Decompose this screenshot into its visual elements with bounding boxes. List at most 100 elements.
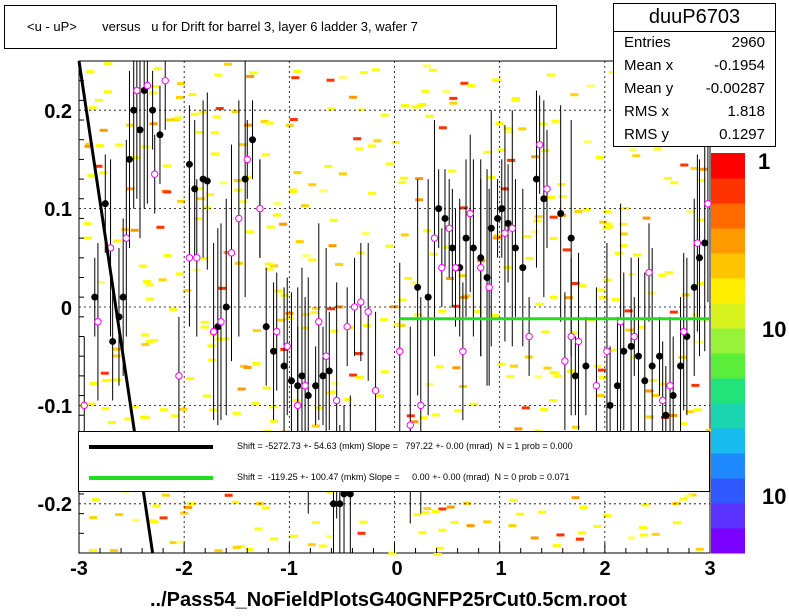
density-cell xyxy=(691,383,700,387)
density-cell xyxy=(96,280,105,284)
data-point-filled xyxy=(669,392,677,400)
density-cell xyxy=(605,225,614,229)
density-cell xyxy=(208,358,217,362)
density-cell xyxy=(274,289,283,293)
density-cell xyxy=(138,264,147,268)
density-cell xyxy=(335,262,344,266)
density-cell xyxy=(462,294,471,298)
density-cell xyxy=(183,289,192,293)
density-cell xyxy=(449,101,458,105)
density-cell xyxy=(232,411,241,415)
palette-cell xyxy=(711,378,745,404)
x-tick-label: -2 xyxy=(175,558,193,580)
density-cell xyxy=(244,123,253,127)
density-cell xyxy=(338,75,347,79)
density-cell xyxy=(599,296,608,300)
density-cell xyxy=(512,96,521,100)
data-point-filled xyxy=(336,500,344,508)
density-cell xyxy=(679,422,688,426)
density-cell xyxy=(534,375,543,379)
density-cell xyxy=(99,171,108,175)
data-point-filled xyxy=(567,234,575,242)
density-cell xyxy=(159,516,168,520)
density-cell xyxy=(571,496,580,500)
density-cell xyxy=(575,537,584,541)
data-point-open xyxy=(658,396,667,405)
density-cell xyxy=(516,512,525,516)
density-cell xyxy=(651,532,660,536)
density-cell xyxy=(414,313,423,317)
data-point-open xyxy=(294,401,302,410)
density-cell xyxy=(491,313,500,317)
density-cell xyxy=(537,510,546,514)
stats-key: RMS x xyxy=(624,103,669,120)
density-cell xyxy=(705,428,714,432)
y-tick-label: -0.1 xyxy=(37,396,72,418)
density-cell xyxy=(438,126,447,130)
density-cell xyxy=(239,143,248,147)
stats-value: 0.1297 xyxy=(719,126,765,143)
density-cell xyxy=(130,228,139,232)
data-point-open xyxy=(451,263,460,272)
density-cell xyxy=(269,419,278,423)
density-cell xyxy=(184,505,193,509)
density-cell xyxy=(132,518,141,522)
density-cell xyxy=(523,235,532,239)
density-cell xyxy=(262,386,271,390)
density-cell xyxy=(418,102,427,106)
density-cell xyxy=(177,199,186,203)
data-point-open xyxy=(630,332,638,341)
density-cell xyxy=(324,165,333,169)
density-cell xyxy=(503,126,512,130)
density-cell xyxy=(265,267,274,271)
density-cell xyxy=(578,284,587,288)
data-point-filled xyxy=(441,214,449,222)
density-cell xyxy=(210,131,219,135)
density-cell xyxy=(443,245,452,249)
density-cell xyxy=(169,541,178,545)
data-point-filled xyxy=(620,347,628,355)
density-cell xyxy=(174,116,183,120)
data-point-filled xyxy=(571,372,579,380)
density-cell xyxy=(291,76,300,80)
density-cell xyxy=(269,537,278,541)
density-cell xyxy=(131,156,140,160)
density-cell xyxy=(362,324,371,328)
density-cell xyxy=(347,325,356,329)
density-cell xyxy=(357,108,366,112)
data-point-open xyxy=(525,332,533,341)
x-tick-label: 1 xyxy=(495,558,507,580)
density-cell xyxy=(270,264,279,268)
density-cell xyxy=(223,62,232,66)
density-cell xyxy=(686,210,695,214)
density-cell xyxy=(541,330,550,334)
density-cell xyxy=(194,187,203,191)
data-point-filled xyxy=(91,293,99,301)
data-point-open xyxy=(350,303,359,311)
density-cell xyxy=(460,295,469,299)
density-cell xyxy=(474,310,483,314)
density-cell xyxy=(285,316,294,320)
density-cell xyxy=(664,271,673,275)
data-point-filled xyxy=(634,352,642,360)
density-cell xyxy=(645,389,654,393)
density-cell xyxy=(254,527,263,531)
data-point-open xyxy=(704,199,712,208)
data-point-filled xyxy=(557,210,565,218)
density-cell xyxy=(388,551,397,555)
density-cell xyxy=(672,502,681,506)
density-cell xyxy=(113,347,122,351)
y-tick-label: 0 xyxy=(60,298,72,320)
density-cell xyxy=(103,90,112,94)
data-point-filled xyxy=(448,244,456,252)
density-cell xyxy=(543,366,552,370)
density-cell xyxy=(633,253,642,257)
density-cell xyxy=(115,513,124,517)
density-cell xyxy=(534,429,543,433)
density-cell xyxy=(245,547,254,551)
density-cell xyxy=(179,407,188,411)
data-point-filled xyxy=(424,293,432,301)
density-cell xyxy=(311,521,320,525)
density-cell xyxy=(547,196,556,200)
density-cell xyxy=(401,104,410,108)
